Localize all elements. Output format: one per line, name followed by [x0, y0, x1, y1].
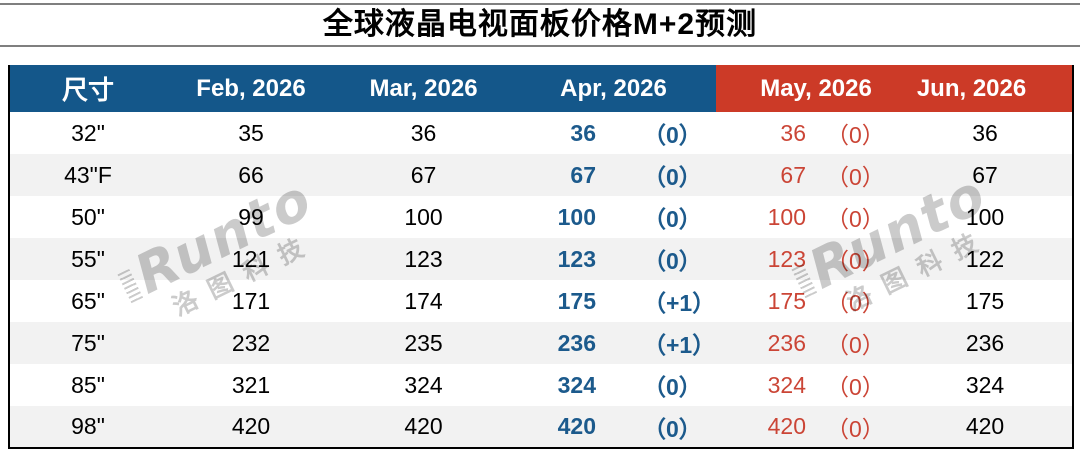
- cell-apr-price: 420: [557, 413, 596, 439]
- col-header-apr-2026: Apr, 2026: [511, 65, 717, 112]
- cell-size: 65": [71, 287, 105, 314]
- cell-apr-change: （+1）: [643, 332, 716, 358]
- cell-jun-price: 236: [965, 329, 1005, 356]
- page-title: 全球液晶电视面板价格M+2预测: [322, 8, 758, 41]
- cell-size: 43"F: [64, 161, 112, 188]
- col-header-size: 尺寸: [9, 65, 166, 112]
- cell-apr-change: （0）: [643, 248, 702, 274]
- cell-apr-price: 36: [570, 119, 596, 146]
- cell-jun-price: 36: [972, 119, 998, 146]
- cell-may-price: 420: [767, 413, 807, 439]
- cell-size: 32": [71, 119, 105, 146]
- table-row: 65" 171 174 175 （+1） 175 （0） 175: [9, 280, 1074, 322]
- cell-may-price: 100: [767, 203, 807, 230]
- cell-may-price: 123: [767, 245, 807, 272]
- cell-jun-price: 420: [965, 413, 1005, 439]
- cell-apr-change: （0）: [643, 415, 702, 442]
- panel-price-table: 尺寸 Feb, 2026 Mar, 2026 Apr, 2026 May, 20…: [8, 65, 1075, 449]
- cell-apr-change: （+1）: [643, 290, 716, 316]
- table-row: 43"F 66 67 67 （0） 67 （0） 67: [9, 154, 1074, 196]
- cell-may-price: 324: [767, 371, 807, 398]
- cell-feb-price: 420: [231, 413, 271, 439]
- cell-may-price: 67: [780, 161, 807, 188]
- table-row: 55" 121 123 123 （0） 123 （0） 122: [9, 238, 1074, 280]
- cell-apr-price: 67: [570, 161, 596, 188]
- cell-apr-price: 175: [557, 287, 596, 314]
- cell-may-price: 236: [767, 329, 807, 356]
- cell-may-change: （0）: [826, 122, 885, 148]
- cell-size: 55": [71, 245, 105, 272]
- cell-mar-price: 420: [404, 413, 443, 439]
- cell-may-change: （0）: [826, 164, 885, 190]
- cell-mar-price: 36: [410, 119, 437, 146]
- header-row: 尺寸 Feb, 2026 Mar, 2026 Apr, 2026 May, 20…: [9, 65, 1074, 112]
- cell-jun-price: 100: [965, 203, 1005, 230]
- cell-apr-change: （0）: [643, 206, 702, 232]
- table-row: 50" 99 100 100 （0） 100 （0） 100: [9, 196, 1074, 238]
- cell-mar-price: 100: [404, 203, 443, 230]
- cell-mar-price: 174: [404, 287, 443, 314]
- cell-apr-price: 100: [557, 203, 596, 230]
- cell-may-price: 36: [780, 119, 807, 146]
- cell-may-change: （0）: [826, 248, 885, 274]
- top-divider: [0, 3, 1080, 5]
- cell-may-price: 175: [767, 287, 807, 314]
- cell-may-change: （0）: [826, 374, 885, 400]
- cell-apr-price: 236: [557, 329, 596, 356]
- cell-apr-price: 123: [557, 245, 596, 272]
- table-row: 32" 35 36 36 （0） 36 （0） 36: [9, 112, 1074, 154]
- cell-mar-price: 67: [410, 161, 437, 188]
- cell-feb-price: 121: [231, 245, 271, 272]
- cell-apr-change: （0）: [643, 374, 702, 400]
- cell-may-change: （0）: [826, 290, 885, 316]
- cell-apr-change: （0）: [643, 122, 702, 148]
- col-header-may-2026: May, 2026: [716, 65, 917, 112]
- cell-size: 50": [71, 203, 105, 230]
- cell-may-change: （0）: [826, 332, 885, 358]
- cell-size: 75": [71, 329, 105, 356]
- cell-apr-change: （0）: [643, 164, 702, 190]
- col-header-jun-2026: Jun, 2026: [916, 65, 1074, 112]
- cell-apr-price: 324: [557, 371, 596, 398]
- cell-jun-price: 175: [965, 287, 1005, 314]
- cell-may-change: （0）: [826, 206, 885, 232]
- cell-feb-price: 321: [231, 371, 271, 398]
- cell-jun-price: 324: [965, 371, 1005, 398]
- col-header-feb-2026: Feb, 2026: [166, 65, 336, 112]
- cell-feb-price: 171: [231, 287, 271, 314]
- cell-may-change: （0）: [826, 415, 885, 442]
- cell-mar-price: 235: [404, 329, 443, 356]
- table-row: 75" 232 235 236 （+1） 236 （0） 236: [9, 322, 1074, 364]
- cell-jun-price: 67: [972, 161, 998, 188]
- col-header-mar-2026: Mar, 2026: [336, 65, 511, 112]
- cell-mar-price: 324: [404, 371, 443, 398]
- cell-feb-price: 99: [238, 203, 264, 230]
- table-row: 98" 420 420 420 （0） 420 （0） 420: [9, 406, 1074, 448]
- cell-mar-price: 123: [404, 245, 443, 272]
- cell-jun-price: 122: [965, 245, 1005, 272]
- table-row: 85" 321 324 324 （0） 324 （0） 324: [9, 364, 1074, 406]
- cell-size: 85": [71, 371, 105, 398]
- cell-feb-price: 35: [238, 119, 264, 146]
- cell-feb-price: 232: [231, 329, 271, 356]
- title-divider: [0, 45, 1080, 47]
- cell-size: 98": [71, 413, 105, 439]
- cell-feb-price: 66: [238, 161, 264, 188]
